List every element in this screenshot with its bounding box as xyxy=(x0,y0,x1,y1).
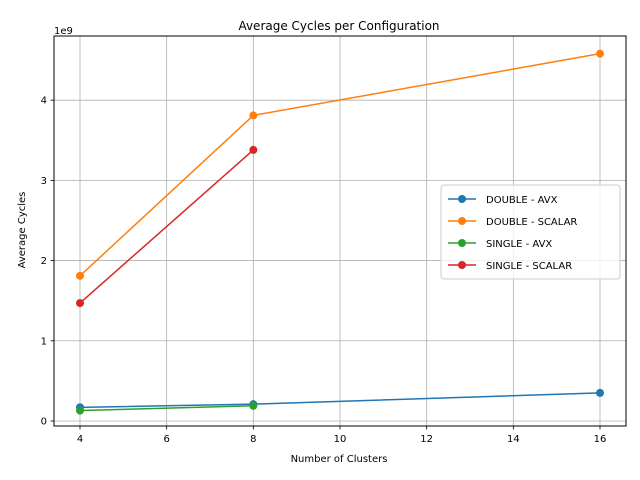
data-point-single-avx xyxy=(249,401,258,410)
x-tick-label: 10 xyxy=(334,434,347,445)
legend-marker-double-scalar xyxy=(458,217,466,225)
y-axis-label: Average Cycles xyxy=(17,192,28,269)
y-offset-label: 1e9 xyxy=(54,26,73,37)
data-point-single-scalar xyxy=(76,299,84,308)
data-point-single-avx xyxy=(76,406,84,415)
y-tick-label: 0 xyxy=(41,416,47,427)
legend-label-double-scalar: DOUBLE - SCALAR xyxy=(486,217,577,228)
series-layer xyxy=(76,49,604,415)
series-line-single-scalar xyxy=(79,149,254,304)
y-tick-label: 1 xyxy=(41,336,47,347)
series-line-single-avx xyxy=(79,404,254,412)
legend: DOUBLE - AVX DOUBLE - SCALAR SINGLE - AVX S… xyxy=(440,184,621,280)
y-tick-label: 3 xyxy=(41,176,47,187)
legend-marker-single-scalar xyxy=(458,261,466,269)
y-tick-label: 2 xyxy=(41,256,47,267)
data-point-double-avx xyxy=(596,388,604,397)
x-axis-label: Number of Clusters xyxy=(291,454,388,465)
legend-label-double-avx: DOUBLE - AVX xyxy=(486,195,558,206)
x-tick-label: 8 xyxy=(250,434,256,445)
x-tick-label: 4 xyxy=(77,434,83,445)
data-point-double-scalar xyxy=(249,111,258,120)
x-tick-label: 12 xyxy=(420,434,433,445)
legend-marker-double-avx xyxy=(458,195,466,203)
data-point-double-scalar xyxy=(596,49,604,58)
data-point-double-scalar xyxy=(76,271,84,280)
data-point-single-scalar xyxy=(249,145,258,154)
x-tick-label: 16 xyxy=(594,434,607,445)
x-tick-label: 14 xyxy=(507,434,520,445)
legend-label-single-avx: SINGLE - AVX xyxy=(486,239,552,250)
y-tick-label: 4 xyxy=(41,96,47,107)
legend-marker-single-avx xyxy=(458,239,466,247)
chart-title: Average Cycles per Configuration xyxy=(238,19,439,33)
legend-box xyxy=(440,184,621,280)
x-tick-label: 6 xyxy=(163,434,169,445)
legend-label-single-scalar: SINGLE - SCALAR xyxy=(486,261,572,272)
